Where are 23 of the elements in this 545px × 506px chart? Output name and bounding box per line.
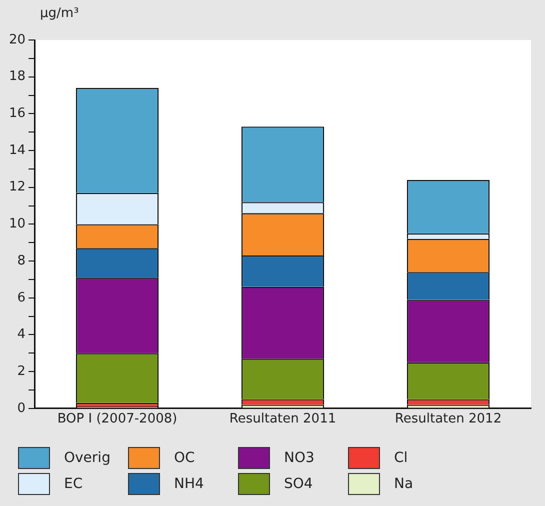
y-tick-label: 14 (8, 142, 26, 158)
y-tick-label: 20 (8, 32, 26, 48)
legend-label: Overig (64, 450, 110, 466)
x-tick-label: Resultaten 2012 (394, 412, 502, 427)
x-tick-label: Resultaten 2011 (229, 412, 336, 427)
y-tick-label: 4 (17, 327, 26, 342)
y-tick-label: 8 (17, 253, 26, 268)
y-tick-label: 16 (8, 106, 26, 122)
legend-label: NH4 (174, 476, 204, 492)
legend-label: SO4 (284, 476, 313, 492)
legend-label: EC (64, 476, 83, 492)
legend-label: OC (174, 450, 195, 466)
y-tick-label: 2 (17, 364, 26, 379)
legend-label: Cl (394, 450, 408, 466)
y-tick-label: 0 (17, 400, 26, 416)
legend-label: Na (394, 476, 414, 492)
legend-label: NO3 (284, 450, 314, 466)
y-tick-label: 6 (17, 290, 26, 306)
y-tick-label: 12 (8, 180, 26, 195)
y-axis-title: µg/m³ (40, 6, 79, 21)
x-tick-label: BOP I (2007-2008) (57, 412, 178, 427)
y-tick-label: 10 (8, 216, 26, 232)
y-tick-label: 18 (8, 69, 26, 84)
